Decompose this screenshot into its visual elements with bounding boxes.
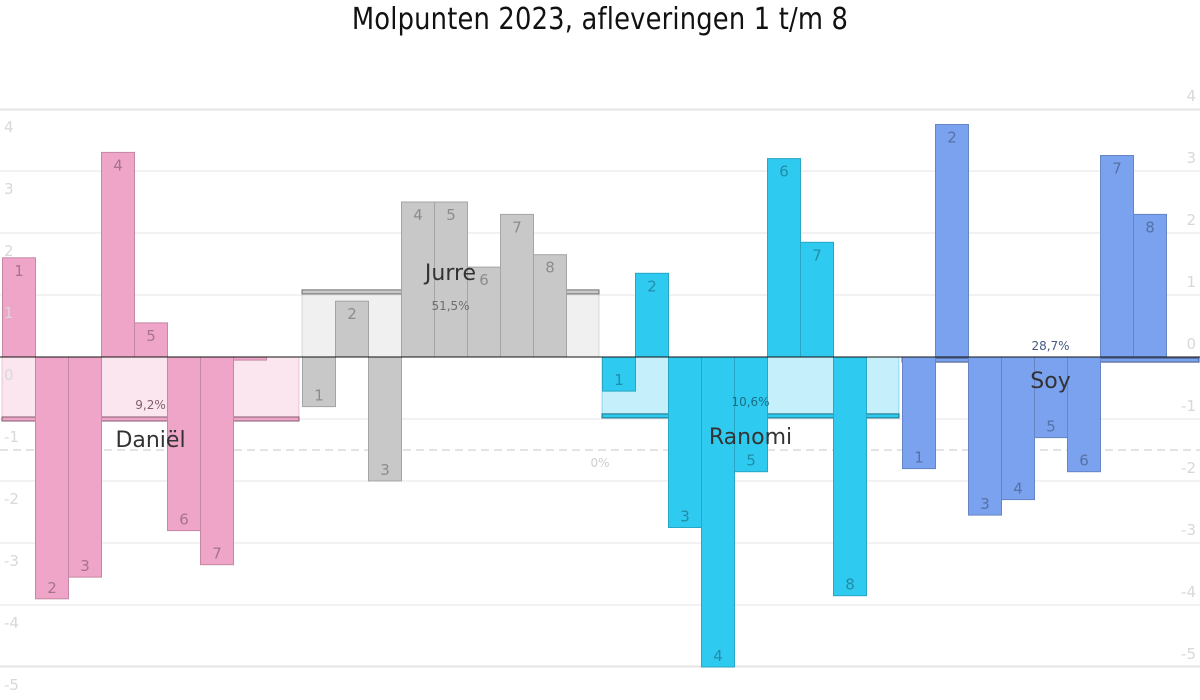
y-tick-label-left: 0 bbox=[4, 366, 14, 384]
bar-daniël-3 bbox=[68, 356, 102, 578]
y-tick-label-right: -1 bbox=[1181, 397, 1196, 415]
zero-percent-label: 0% bbox=[590, 456, 609, 470]
bar-number-label: 4 bbox=[1013, 480, 1023, 498]
y-tick-label-left: 1 bbox=[4, 304, 14, 322]
bar-ranomi-5 bbox=[734, 356, 768, 473]
y-tick-label-right: -4 bbox=[1181, 583, 1196, 601]
bar-jurre-8 bbox=[533, 254, 567, 358]
bar-number-label: 8 bbox=[845, 576, 855, 594]
bar-daniël-2 bbox=[35, 356, 69, 600]
bar-number-label: 4 bbox=[713, 647, 723, 665]
bar-daniël-1 bbox=[2, 257, 36, 358]
bar-soy-3 bbox=[968, 356, 1002, 516]
bar-number-label: 1 bbox=[614, 371, 624, 389]
bar-number-label: 3 bbox=[80, 557, 90, 575]
y-tick-label-left: 4 bbox=[4, 118, 14, 136]
bar-number-label: 2 bbox=[647, 277, 657, 295]
y-tick-label-right: -3 bbox=[1181, 521, 1196, 539]
contestant-name-label: Soy bbox=[1030, 369, 1070, 394]
bar-soy-8 bbox=[1133, 213, 1167, 358]
bar-daniël-4 bbox=[101, 151, 135, 358]
y-tick-label-left: -3 bbox=[4, 552, 19, 570]
bar-ranomi-8 bbox=[833, 356, 867, 597]
bar-ranomi-3 bbox=[668, 356, 702, 528]
bar-number-label: 7 bbox=[812, 246, 822, 264]
contestant-name-label: Ranomi bbox=[709, 425, 792, 450]
bar-ranomi-1 bbox=[602, 356, 636, 392]
bar-number-label: 8 bbox=[1145, 218, 1155, 236]
bar-soy-7 bbox=[1100, 155, 1134, 358]
labels-layer: 43210-1-2-3-4-543210-1-2-3-4-51234567Dan… bbox=[4, 87, 1196, 694]
percentage-label: 10,6% bbox=[731, 395, 769, 409]
y-tick-label-right: 3 bbox=[1186, 149, 1196, 167]
y-tick-label-left: -2 bbox=[4, 490, 19, 508]
y-tick-label-right: 1 bbox=[1186, 273, 1196, 291]
bar-number-label: 8 bbox=[545, 259, 555, 277]
bar-number-label: 6 bbox=[479, 271, 489, 289]
y-tick-label-left: -1 bbox=[4, 428, 19, 446]
bar-jurre-2 bbox=[335, 300, 369, 358]
bars-layer bbox=[0, 124, 1200, 668]
percentage-label: 28,7% bbox=[1031, 339, 1069, 353]
bar-number-label: 2 bbox=[47, 579, 57, 597]
bar-number-label: 5 bbox=[146, 327, 156, 345]
bar-ranomi-4 bbox=[701, 356, 735, 668]
bar-soy-1 bbox=[902, 356, 936, 470]
bar-number-label: 2 bbox=[947, 129, 957, 147]
bar-daniël-7 bbox=[200, 356, 234, 566]
bar-jurre-4 bbox=[401, 201, 435, 358]
y-tick-label-left: 3 bbox=[4, 180, 14, 198]
y-tick-label-right: -5 bbox=[1181, 645, 1196, 663]
bar-number-label: 3 bbox=[380, 461, 390, 479]
bar-ranomi-2 bbox=[635, 272, 669, 358]
average-line bbox=[1, 416, 300, 422]
bar-number-label: 5 bbox=[446, 206, 456, 224]
bar-jurre-6 bbox=[467, 266, 501, 358]
bar-number-label: 3 bbox=[980, 495, 990, 513]
bar-jurre-3 bbox=[368, 356, 402, 482]
y-tick-label-right: -2 bbox=[1181, 459, 1196, 477]
bar-jurre-5 bbox=[434, 201, 468, 358]
bar-number-label: 6 bbox=[1079, 452, 1089, 470]
bar-number-label: 2 bbox=[347, 305, 357, 323]
bar-number-label: 4 bbox=[113, 156, 123, 174]
bar-soy-2 bbox=[935, 124, 969, 358]
bar-jurre-1 bbox=[302, 356, 336, 408]
bar-number-label: 1 bbox=[914, 449, 924, 467]
bar-number-label: 6 bbox=[179, 511, 189, 529]
bar-number-label: 5 bbox=[746, 452, 756, 470]
y-tick-label-right: 2 bbox=[1186, 211, 1196, 229]
bar-number-label: 7 bbox=[1112, 160, 1122, 178]
bar-number-label: 1 bbox=[314, 387, 324, 405]
bar-number-label: 7 bbox=[512, 218, 522, 236]
chart-title: Molpunten 2023, afleveringen 1 t/m 8 bbox=[351, 2, 849, 37]
bar-ranomi-6 bbox=[767, 158, 801, 358]
bar-number-label: 5 bbox=[1046, 418, 1056, 436]
bar-number-label: 6 bbox=[779, 163, 789, 181]
bar-daniël-6 bbox=[167, 356, 201, 532]
bar-number-label: 1 bbox=[14, 262, 24, 280]
y-tick-label-left: -5 bbox=[4, 676, 19, 694]
percentage-label: 51,5% bbox=[431, 299, 469, 313]
y-tick-label-right: 0 bbox=[1186, 335, 1196, 353]
contestant-name-label: Jurre bbox=[423, 261, 476, 286]
y-tick-label-right: 4 bbox=[1186, 87, 1196, 105]
grid-layer bbox=[0, 108, 1200, 668]
bar-ranomi-7 bbox=[800, 241, 834, 358]
bar-soy-5 bbox=[1034, 356, 1068, 439]
contestant-name-label: Daniël bbox=[115, 428, 185, 453]
y-tick-label-left: -4 bbox=[4, 614, 19, 632]
bar-number-label: 7 bbox=[212, 545, 222, 563]
bar-number-label: 3 bbox=[680, 508, 690, 526]
y-tick-label-left: 2 bbox=[4, 242, 14, 260]
bar-number-label: 4 bbox=[413, 206, 423, 224]
bar-jurre-7 bbox=[500, 213, 534, 358]
percentage-label: 9,2% bbox=[135, 398, 166, 412]
